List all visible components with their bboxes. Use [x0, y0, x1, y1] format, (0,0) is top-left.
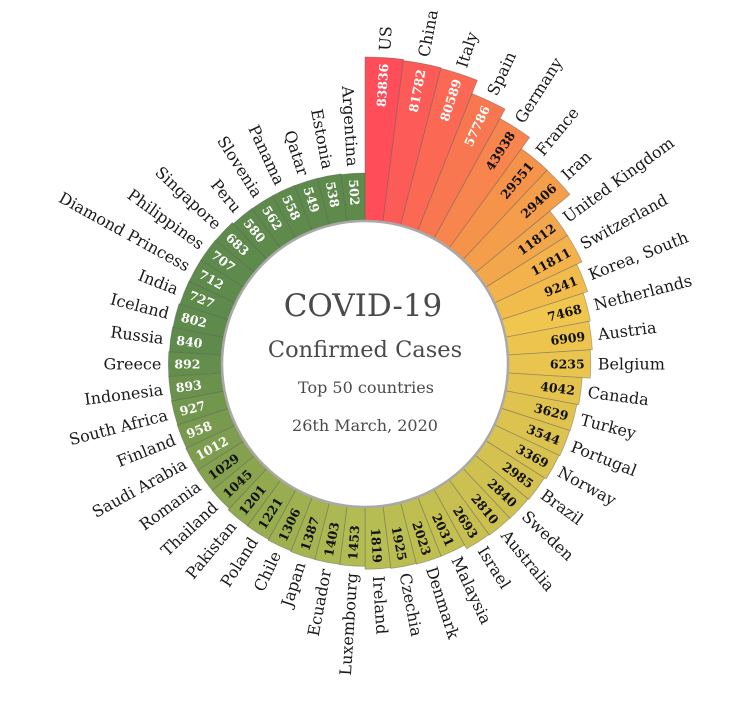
value-label: 1925: [389, 525, 410, 562]
value-label: 802: [180, 310, 209, 331]
value-label: 6909: [550, 329, 586, 348]
country-label: Argentina: [338, 84, 362, 167]
value-label: 6235: [550, 357, 585, 372]
value-label: 927: [178, 398, 207, 419]
value-label: 893: [175, 377, 203, 395]
country-label: Chile: [250, 548, 285, 594]
country-label: Belgium: [598, 355, 665, 374]
country-label: Turkey: [578, 410, 638, 443]
country-label: Estonia: [307, 107, 337, 171]
value-label: 4042: [539, 379, 575, 398]
country-label: Ecuador: [304, 567, 335, 638]
country-label: China: [414, 8, 442, 59]
value-label: 840: [176, 333, 204, 351]
country-label: India: [136, 266, 182, 299]
country-label: Czechia: [396, 571, 427, 638]
country-label: Iran: [557, 147, 595, 184]
value-label: 892: [174, 357, 200, 372]
country-label: US: [375, 26, 395, 52]
country-label: Russia: [109, 322, 165, 348]
country-label: Greece: [104, 355, 162, 374]
country-label: Austria: [596, 318, 658, 344]
center-title: COVID-19: [284, 288, 443, 324]
value-label: 538: [323, 180, 343, 209]
country-label: Iceland: [108, 290, 171, 323]
center-circle: [220, 219, 510, 509]
country-label: France: [532, 104, 583, 160]
country-label: Ireland: [369, 575, 392, 635]
value-label: 1819: [368, 528, 385, 564]
center-subtitle: Confirmed Cases: [268, 337, 462, 363]
value-label: 502: [346, 179, 363, 206]
country-label: Japan: [277, 560, 310, 612]
country-label: Spain: [483, 49, 520, 99]
center-line1: Top 50 countries: [298, 378, 434, 397]
value-label: 1403: [321, 521, 342, 558]
country-label: Luxembourg: [336, 572, 361, 676]
country-label: Canada: [587, 383, 651, 410]
bars-group: [167, 56, 593, 570]
country-label: Italy: [452, 29, 481, 70]
value-label: 83836: [374, 63, 392, 108]
country-label: Indonesia: [83, 380, 164, 409]
value-label: 1453: [345, 525, 362, 561]
center-line2: 26th March, 2020: [292, 416, 438, 435]
